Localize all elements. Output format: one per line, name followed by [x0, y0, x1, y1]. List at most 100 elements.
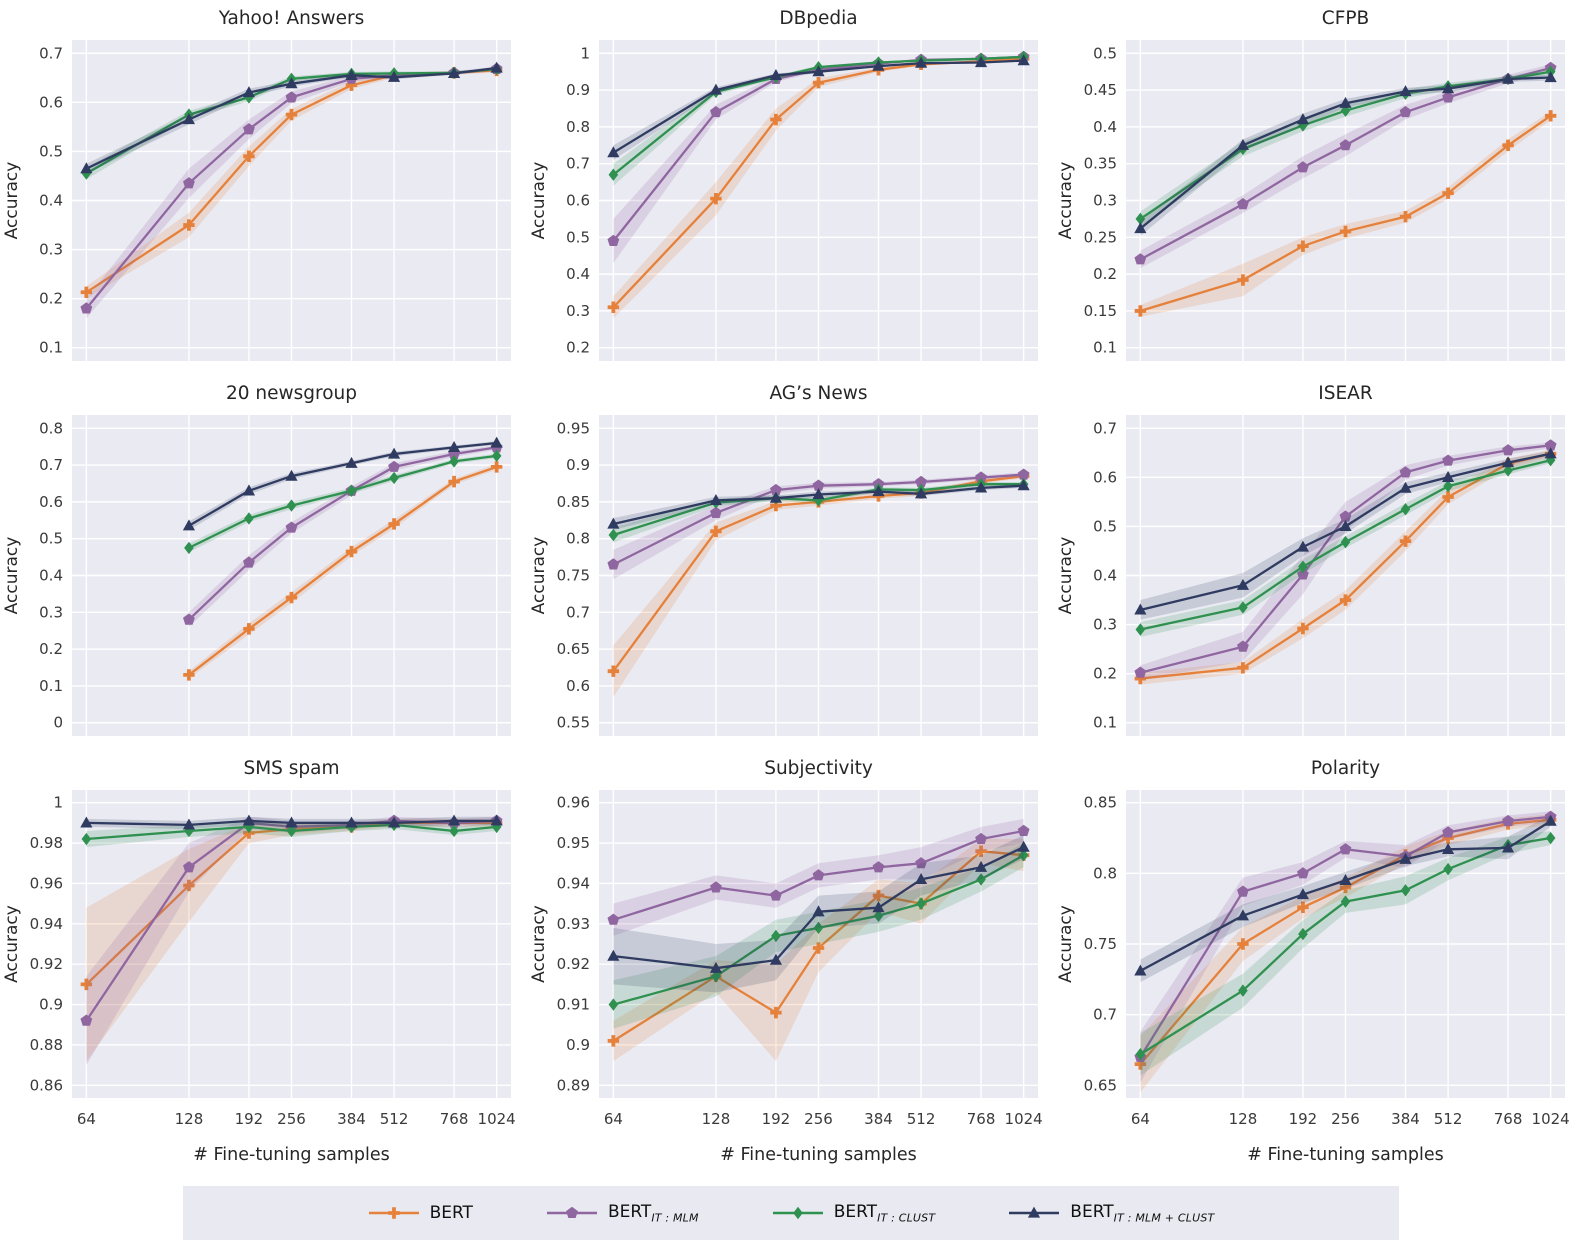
y-tick-label: 0.3 — [1093, 192, 1117, 210]
pentagon-marker — [243, 556, 255, 568]
triangle-marker — [1017, 840, 1030, 852]
y-tick-label: 0.6 — [1093, 468, 1117, 486]
triangle-marker — [709, 961, 723, 973]
legend-item-bert: BERT — [367, 1202, 473, 1224]
x-tick-label: 256 — [804, 1110, 833, 1128]
triangle-marker — [387, 447, 401, 459]
y-tick-label: 0.5 — [1093, 517, 1117, 535]
y-axis-label: Accuracy — [529, 905, 549, 983]
series-line — [1139, 444, 1552, 674]
series-line — [612, 59, 1025, 154]
series-line — [612, 474, 1025, 673]
triangle-marker — [490, 814, 503, 826]
plus-marker — [345, 79, 358, 91]
plus-marker — [1502, 139, 1514, 151]
plus-marker — [285, 108, 298, 121]
chart-title: CFPB — [1322, 8, 1369, 29]
triangle-marker — [1339, 520, 1352, 532]
x-tick-label: 1024 — [1532, 1110, 1570, 1128]
plus-marker — [1237, 274, 1249, 286]
pentagon-marker — [1134, 253, 1147, 265]
triangle-marker — [345, 816, 358, 828]
y-tick-label: 0.92 — [557, 955, 590, 973]
chart-polarity: 0.65 0.7 0.75 0.8 0.85 64 128 192 256 384 512 768 10… — [1054, 750, 1581, 1178]
series-line — [85, 819, 498, 827]
y-tick-label: 0.8 — [1093, 864, 1117, 882]
y-tick-label: 0.95 — [557, 419, 590, 437]
y-tick-label: 0.6 — [39, 93, 63, 111]
diamond-marker — [711, 970, 721, 983]
chart-title: 20 newsgroup — [226, 383, 357, 404]
plus-marker — [490, 461, 503, 473]
diamond-marker — [346, 484, 357, 498]
pentagon-marker — [1297, 568, 1309, 580]
diamond-marker — [1018, 848, 1029, 862]
triangle-marker — [1134, 603, 1147, 615]
y-tick-label: 0.9 — [566, 81, 590, 99]
plus-marker — [1237, 662, 1249, 674]
plus-marker — [1297, 901, 1309, 913]
y-tick-label: 0.7 — [39, 44, 63, 62]
y-tick-label: 0.7 — [1093, 1006, 1117, 1024]
chart-isear: 0.1 0.2 0.3 0.4 0.5 0.6 0.7 ISEAR Accuracy — [1054, 375, 1581, 750]
triangle-marker — [285, 77, 298, 89]
triangle-marker — [709, 494, 723, 506]
plus-marker — [812, 77, 825, 89]
series-line — [1139, 76, 1552, 230]
legend: BERT BERTIT : MLM BERTIT : CLUST BERTIT : M… — [182, 1186, 1399, 1240]
diamond-marker — [1238, 601, 1248, 614]
triangle-marker — [1296, 113, 1310, 125]
pentagon-marker — [975, 471, 987, 483]
triangle-marker — [1399, 852, 1412, 864]
legend-item-bert-it-clust: BERTIT : CLUST — [771, 1202, 936, 1224]
plus-marker — [1442, 491, 1454, 503]
series-line — [1139, 66, 1552, 261]
triangle-marker — [1236, 909, 1250, 921]
y-tick-label: 0.6 — [39, 493, 63, 511]
plus-marker — [872, 889, 885, 902]
x-tick-label: 128 — [1229, 1110, 1258, 1128]
legend-item-bert-it-mlm: BERTIT : MLM — [545, 1202, 699, 1224]
series-line — [612, 829, 1025, 921]
series-line — [1139, 818, 1552, 1066]
x-tick-label: 768 — [967, 1110, 996, 1128]
triangle-marker — [1501, 841, 1515, 853]
series-line — [1139, 819, 1552, 972]
plus-marker — [183, 219, 195, 231]
triangle-marker — [1501, 456, 1515, 468]
y-tick-label: 0.1 — [1093, 714, 1117, 732]
y-tick-label: 0.25 — [1084, 228, 1117, 246]
y-tick-label: 0.1 — [1093, 339, 1117, 357]
pentagon-marker — [1399, 105, 1412, 118]
chart-sms-spam: 0.86 0.88 0.9 0.92 0.94 0.96 0.98 1 64 128 192 256 3… — [0, 750, 527, 1178]
diamond-marker — [608, 998, 619, 1011]
y-tick-label: 0.7 — [39, 456, 63, 474]
plus-marker — [1339, 881, 1352, 894]
pentagon-marker — [1297, 867, 1309, 879]
y-tick-label: 0.55 — [557, 714, 590, 732]
series-line — [1139, 114, 1552, 313]
error-band — [1140, 450, 1551, 620]
y-tick-label: 0.86 — [30, 1076, 63, 1094]
triangle-marker — [769, 68, 783, 80]
y-tick-label: 0.4 — [1093, 567, 1117, 585]
y-tick-label: 0.4 — [1093, 118, 1117, 136]
plus-marker — [1134, 305, 1147, 317]
pentagon-marker — [872, 861, 885, 873]
pentagon-marker — [915, 857, 927, 869]
triangle-marker — [709, 83, 723, 95]
y-tick-label: 0.98 — [30, 834, 63, 852]
pentagon-marker — [1442, 454, 1454, 466]
chart-dbpedia: 0.2 0.3 0.4 0.5 0.6 0.7 0.8 0.9 1 DBpedia Accuracy — [527, 0, 1054, 375]
diamond-marker — [1443, 862, 1453, 876]
y-tick-label: 0.88 — [30, 1036, 63, 1054]
plus-marker — [1442, 187, 1454, 199]
y-tick-label: 0.3 — [39, 241, 63, 259]
pentagon-marker — [1339, 139, 1352, 151]
pentagon-legend-marker — [546, 1206, 597, 1219]
triangle-marker — [1544, 814, 1557, 826]
y-tick-label: 0.5 — [1093, 44, 1117, 62]
plus-marker — [1544, 110, 1557, 122]
triangle-marker — [1399, 481, 1412, 493]
